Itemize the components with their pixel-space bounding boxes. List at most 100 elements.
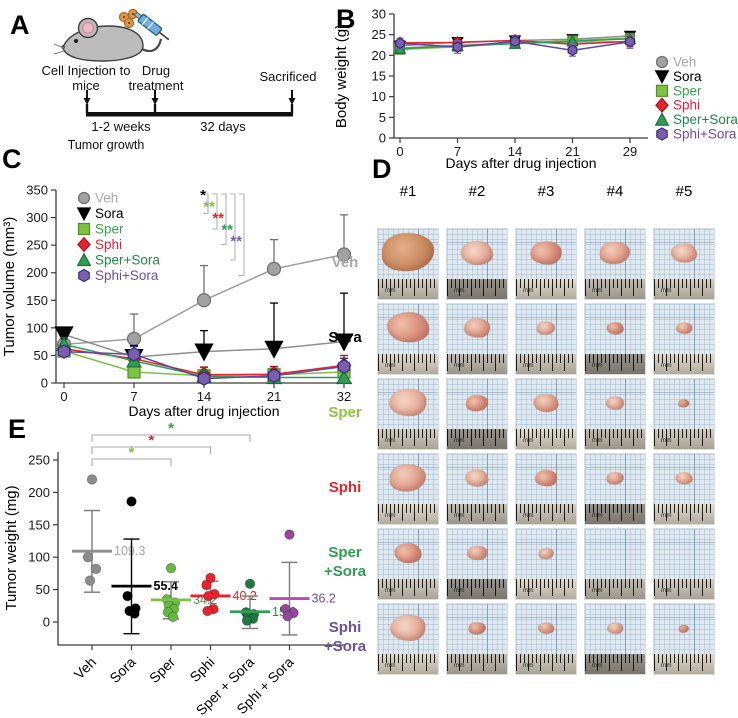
- significance-stars-Sper: **: [203, 199, 215, 216]
- Sora-point: [126, 496, 137, 507]
- row-label-line: Veh: [331, 254, 359, 271]
- legend-marker-Veh: [655, 55, 669, 69]
- graph-paper: [654, 529, 714, 579]
- x-tick-label: 29: [623, 144, 637, 159]
- ruler-unit-label: mm: [454, 288, 465, 294]
- Sper-point: [167, 611, 179, 623]
- panel-c-label: C: [2, 144, 22, 174]
- tumor-blob: [464, 318, 490, 338]
- graph-paper: [447, 604, 507, 654]
- legend-label-Sphi+Sora: Sphi+Sora: [95, 268, 159, 283]
- significance-bracket-Sper: [91, 458, 172, 466]
- graph-paper: [378, 529, 438, 579]
- Sper-point: [165, 563, 177, 574]
- legend-marker-Sper+Sora: [76, 252, 92, 267]
- significance-bracket-Sora: [203, 193, 209, 215]
- row-label-line: Sper: [328, 544, 362, 561]
- Veh-point: [90, 563, 102, 575]
- ruler: mm: [654, 429, 714, 449]
- tumor-blob: [678, 399, 690, 408]
- tumor-photo-Sora-3: mm: [515, 303, 577, 375]
- experiment-schematic: Cell Injection to mice Drug treatment Sa…: [0, 0, 330, 152]
- graph-paper: [516, 229, 576, 279]
- ruler-unit-label: mm: [385, 663, 396, 669]
- tumor-blob: [468, 622, 486, 635]
- y-tick-label: 350: [26, 183, 48, 198]
- tumor-blob: [675, 472, 693, 485]
- ruler-unit-label: mm: [523, 588, 534, 594]
- ruler: mm: [378, 654, 438, 674]
- row-label-Veh: Veh: [316, 254, 374, 273]
- ruler: mm: [654, 654, 714, 674]
- legend-label-Veh: Veh: [673, 55, 696, 70]
- panel-b-label: B: [336, 4, 356, 34]
- Sora-marker: [194, 343, 214, 362]
- graph-paper: [585, 304, 645, 354]
- Veh-point: [84, 575, 96, 586]
- row-label-Sphi: Sphi: [316, 479, 374, 498]
- tumor-photo-Sphi+Sora-3: mm: [515, 603, 577, 675]
- legend-label-Veh: Veh: [95, 191, 118, 206]
- tumor-blob: [382, 233, 434, 272]
- y-axis-title: Body weight (g): [333, 24, 350, 128]
- significance-bracket-Sphi+Sora: [239, 193, 245, 277]
- x-tick-label: 7: [454, 144, 461, 159]
- legend-marker-Sper: [77, 222, 91, 236]
- ruler: mm: [585, 504, 645, 524]
- column-header: #3: [537, 183, 555, 200]
- row-label-line: Sphi: [328, 619, 362, 636]
- column-header: #2: [468, 183, 486, 200]
- Veh-marker: [266, 261, 282, 276]
- ruler: mm: [585, 654, 645, 674]
- column-header: #5: [675, 183, 693, 200]
- ruler: mm: [516, 354, 576, 374]
- x-tick-label: 21: [565, 144, 579, 159]
- significance-stars-Sper: *: [129, 444, 135, 461]
- Sphi+Sora-marker: [127, 347, 141, 362]
- tumor-blob: [389, 388, 427, 417]
- legend-marker-Sphi: [77, 236, 91, 253]
- Sphi-point: [202, 605, 213, 617]
- y-tick-label: 150: [26, 293, 48, 308]
- Sphi+Sora-marker: [625, 36, 635, 48]
- graph-paper: [654, 454, 714, 504]
- graph-paper: [378, 379, 438, 429]
- y-tick-label: 50: [36, 582, 50, 597]
- y-tick-label: 0: [41, 376, 48, 391]
- legend-marker-Sper: [655, 84, 669, 97]
- tumor-blob: [465, 469, 489, 487]
- Sper+Sora-marker: [336, 369, 352, 385]
- ruler-unit-label: mm: [592, 663, 603, 669]
- tumor-blob: [394, 543, 422, 563]
- graph-paper: [654, 379, 714, 429]
- legend-label-Sper: Sper: [95, 222, 124, 237]
- significance-bracket-Sper: [212, 193, 218, 230]
- graph-paper: [447, 229, 507, 279]
- tumor-photo-Sphi-5: mm: [653, 453, 715, 525]
- Sora-point: [122, 590, 133, 602]
- tumor-blob: [387, 312, 429, 343]
- Sper+Sora-point: [241, 615, 253, 626]
- ruler: mm: [516, 504, 576, 524]
- x-tick-label: 0: [396, 144, 403, 159]
- tumor-photo-Sper-2: mm: [446, 378, 508, 450]
- tumor-photo-Sper+Sora-2: mm: [446, 528, 508, 600]
- tumor-photo-Sper+Sora-3: mm: [515, 528, 577, 600]
- x-axis-title: Days after drug injection: [129, 403, 280, 419]
- graph-paper: [447, 529, 507, 579]
- legend-label-Sphi+Sora: Sphi+Sora: [673, 127, 737, 142]
- mouse-illustration: [53, 8, 170, 62]
- tumor-photo-Sper+Sora-4: mm: [584, 528, 646, 600]
- graph-paper: [654, 229, 714, 279]
- tumor-photo-Sora-1: mm: [377, 303, 439, 375]
- y-tick-label: 20: [372, 48, 386, 63]
- ruler: mm: [378, 279, 438, 299]
- ruler-unit-label: mm: [523, 438, 534, 444]
- tumor-blob: [536, 321, 556, 335]
- row-label-Sper: Sper: [316, 404, 374, 423]
- graph-paper: [447, 304, 507, 354]
- timeline-tick: [85, 104, 89, 113]
- timeline-tick: [290, 104, 294, 113]
